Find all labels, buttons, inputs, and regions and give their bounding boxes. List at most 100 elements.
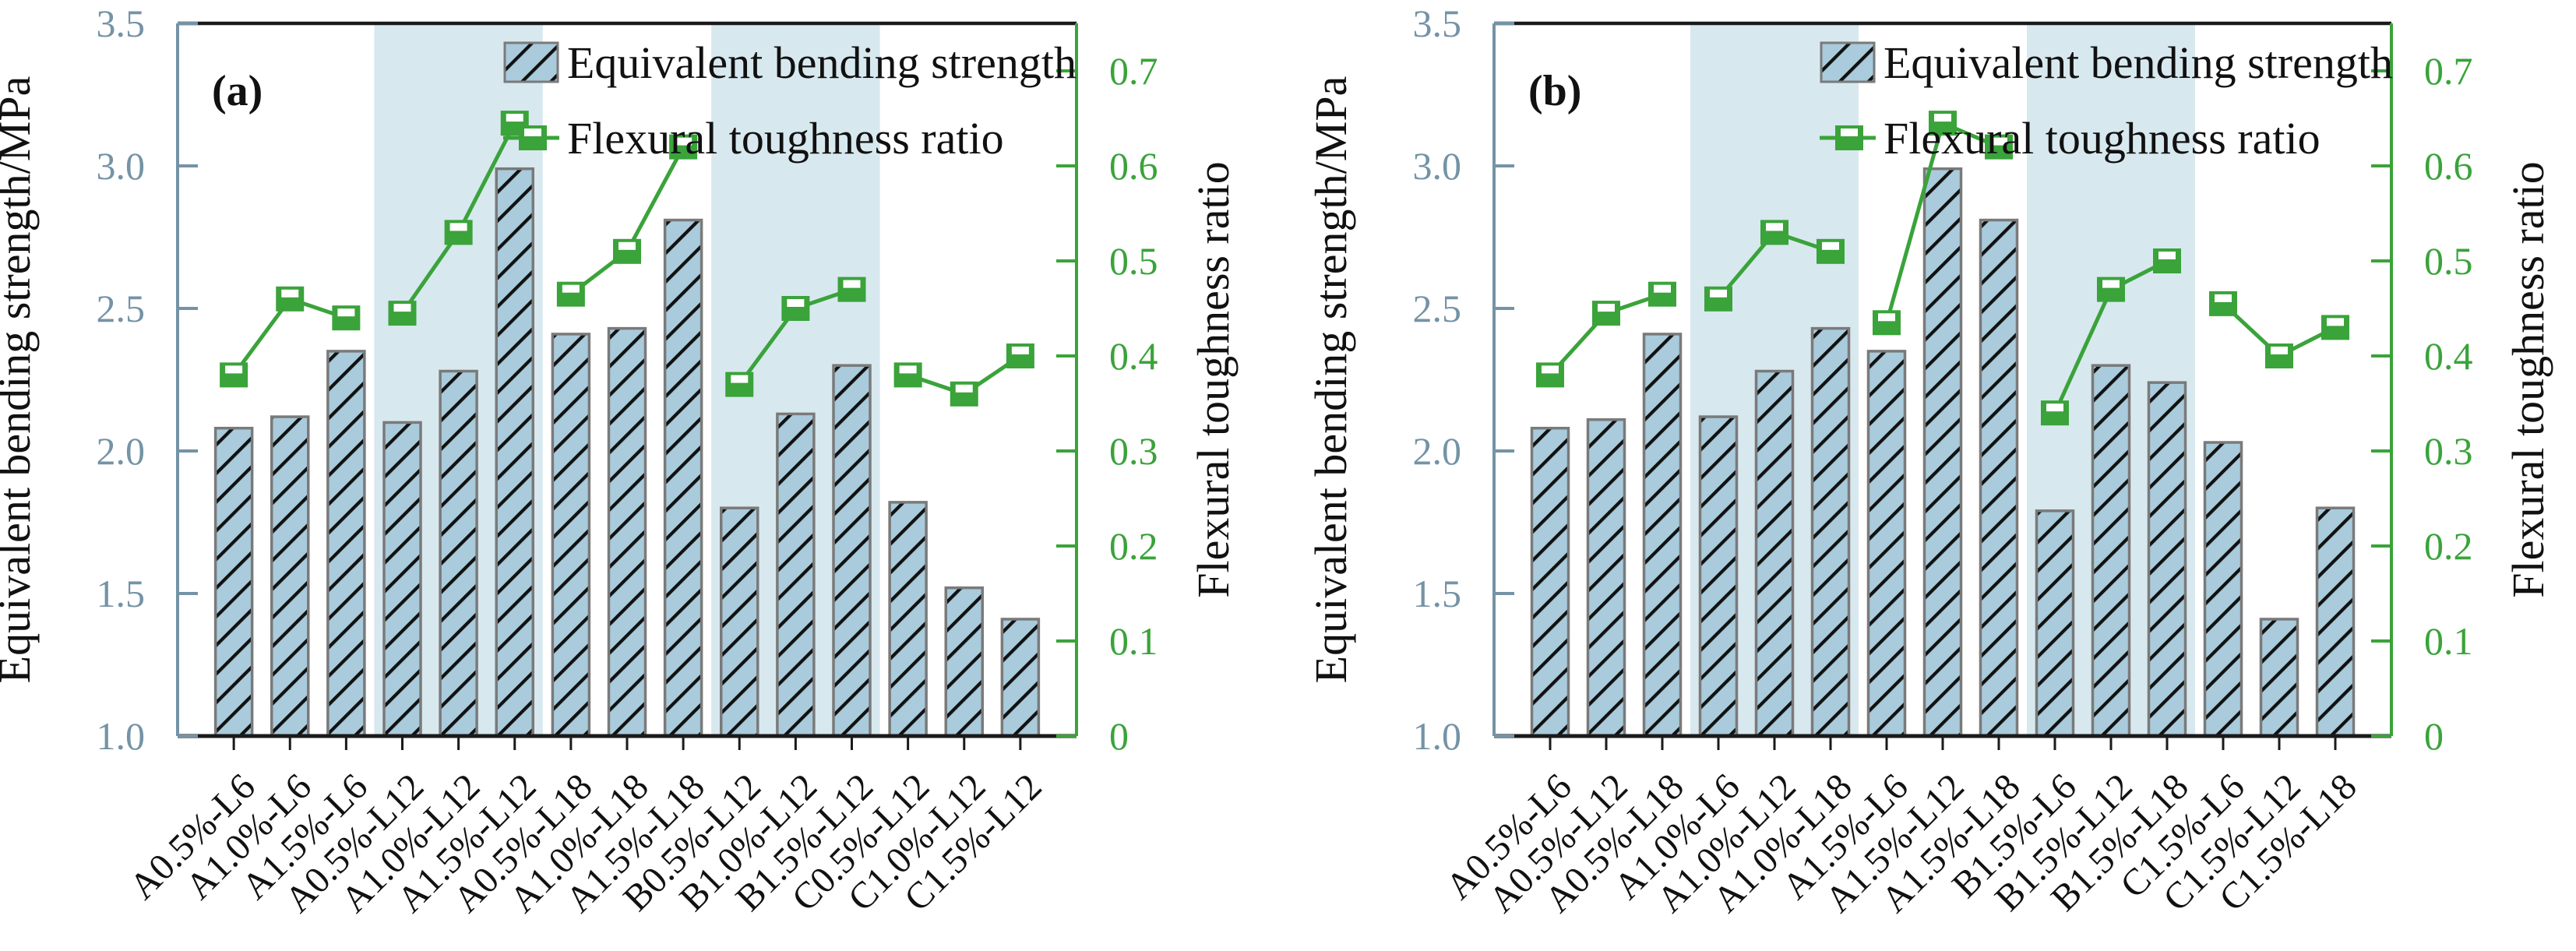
bar: [1642, 333, 1683, 738]
y-tick-label-left: 2.5: [1413, 287, 1462, 330]
bar: [382, 421, 422, 738]
toughness-marker-stripe: [731, 375, 749, 383]
y-tick-label-left: 1.0: [97, 714, 146, 758]
bar: [495, 167, 534, 738]
y-tick-label-right: 0.7: [1109, 49, 1158, 93]
bar: [1754, 369, 1795, 738]
y-tick-label-right: 0.5: [2424, 239, 2473, 283]
bar: [944, 586, 984, 738]
bar: [776, 412, 816, 738]
legend-bar-swatch: [503, 41, 559, 83]
y-tick-label-right: 0: [2424, 714, 2444, 758]
toughness-marker-stripe: [2102, 280, 2120, 288]
y-tick-label-left: 1.5: [97, 572, 146, 615]
toughness-marker-stripe: [449, 223, 467, 231]
y-tick-label-left: 1.5: [1413, 572, 1462, 615]
toughness-marker-stripe: [1710, 289, 1727, 298]
y-tick-label-left: 3.0: [1413, 144, 1462, 188]
chart-panel-a: 1.0 1.5 2.0 2.5 3.0 3.5 0 0.1 0.2 0.3 0.4 0.5 0.6 0.7…: [0, 2, 1239, 921]
toughness-marker-stripe: [2158, 252, 2176, 259]
bar: [2259, 618, 2299, 738]
bar: [663, 218, 703, 738]
toughness-marker-stripe: [1878, 313, 1895, 322]
toughness-marker-stripe: [281, 289, 299, 298]
y-tick-label-left: 2.0: [97, 429, 146, 473]
right-axis-title: Flexural toughness ratio: [1188, 161, 1239, 598]
toughness-marker-stripe: [1598, 304, 1615, 312]
panel-label: (a): [212, 67, 263, 115]
bar: [2315, 506, 2356, 738]
toughness-marker-stripe: [2046, 403, 2063, 412]
toughness-marker-stripe: [1011, 347, 1029, 354]
bar: [2091, 364, 2131, 738]
y-tick-label-left: 1.0: [1413, 714, 1462, 758]
toughness-marker-stripe: [1542, 365, 1559, 374]
legend-marker-stripe: [1841, 129, 1858, 136]
y-tick-label-right: 0.5: [1109, 239, 1158, 283]
y-tick-label-right: 0.6: [2424, 144, 2473, 188]
toughness-marker-stripe: [2327, 318, 2344, 326]
y-tick-label-right: 0.4: [2424, 334, 2473, 378]
legend-label-bending-strength: Equivalent bending strength: [567, 37, 1077, 88]
bar: [1530, 426, 1570, 738]
toughness-marker-stripe: [1990, 137, 2007, 146]
y-tick-label-right: 0.1: [1109, 619, 1158, 663]
bar: [1922, 167, 1963, 738]
legend-bar-swatch: [1820, 41, 1876, 83]
toughness-marker-stripe: [1766, 223, 1783, 231]
y-tick-label-left: 3.0: [97, 144, 146, 188]
y-tick-label-right: 0.3: [1109, 429, 1158, 473]
toughness-marker-stripe: [787, 299, 805, 307]
bar: [2035, 509, 2075, 738]
y-tick-label-right: 0: [1109, 714, 1129, 758]
toughness-marker-stripe: [562, 284, 580, 293]
toughness-marker-stripe: [1822, 241, 1839, 250]
left-axis-title: Equivalent bending strength/MPa: [0, 76, 40, 684]
y-tick-label-right: 0.4: [1109, 334, 1158, 378]
bar: [720, 506, 759, 738]
toughness-marker-stripe: [2271, 347, 2288, 354]
toughness-marker-stripe: [2215, 294, 2232, 302]
y-tick-label-right: 0.3: [2424, 429, 2473, 473]
y-tick-label-left: 2.0: [1413, 429, 1462, 473]
legend-label-toughness-ratio: Flexural toughness ratio: [567, 113, 1004, 164]
right-axis-title: Flexural toughness ratio: [2503, 161, 2553, 598]
y-tick-label-right: 0.7: [2424, 49, 2473, 93]
bar: [888, 501, 928, 738]
bar: [439, 369, 478, 738]
bar: [2147, 381, 2187, 738]
y-tick-label-right: 0.6: [1109, 144, 1158, 188]
bar: [551, 333, 591, 738]
bar: [2203, 441, 2243, 738]
legend-marker-stripe: [524, 129, 541, 136]
toughness-marker-stripe: [899, 365, 917, 374]
chart-panel-b: 1.0 1.5 2.0 2.5 3.0 3.5 0 0.1 0.2 0.3 0.4 0.5 0.6 0.7…: [1306, 2, 2553, 921]
toughness-marker-stripe: [675, 137, 692, 146]
left-axis-title: Equivalent bending strength/MPa: [1306, 76, 1356, 684]
y-tick-label-right: 0.1: [2424, 619, 2473, 663]
y-tick-label-right: 0.2: [1109, 524, 1158, 568]
bar: [270, 415, 310, 738]
bar: [607, 326, 647, 738]
toughness-marker-stripe: [1654, 284, 1671, 293]
toughness-marker-stripe: [618, 241, 636, 250]
toughness-marker-stripe: [506, 114, 523, 122]
bar: [832, 364, 872, 738]
bar: [213, 426, 254, 738]
y-tick-label-left: 3.5: [97, 2, 146, 45]
y-tick-label-right: 0.2: [2424, 524, 2473, 568]
bar: [1586, 417, 1626, 738]
bar: [1698, 415, 1739, 738]
toughness-marker-stripe: [1934, 114, 1951, 122]
toughness-marker-stripe: [393, 304, 411, 312]
bar: [1000, 618, 1041, 738]
panel-label: (b): [1528, 67, 1581, 115]
toughness-marker-stripe: [955, 384, 973, 393]
bar: [1979, 218, 2019, 738]
toughness-marker-stripe: [225, 365, 243, 374]
y-tick-label-left: 2.5: [97, 287, 146, 330]
legend-label-toughness-ratio: Flexural toughness ratio: [1884, 113, 2321, 164]
toughness-marker-stripe: [843, 280, 861, 288]
toughness-marker-stripe: [337, 308, 355, 317]
